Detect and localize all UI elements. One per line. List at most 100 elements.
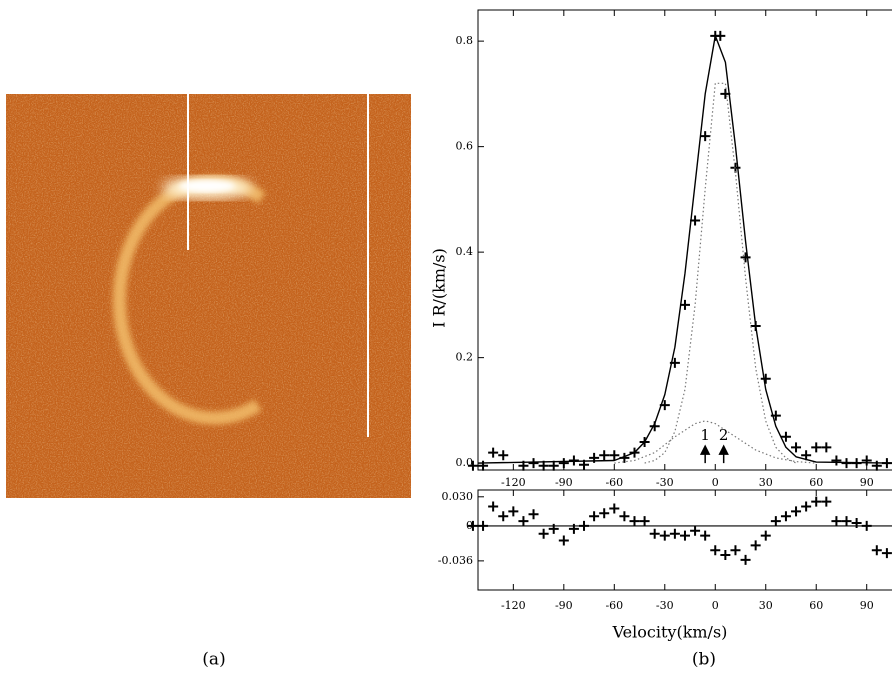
x-tick-label: 90: [860, 476, 874, 489]
data-point: [579, 520, 590, 531]
data-point: [791, 506, 802, 517]
y-axis-label: I R/(km/s): [430, 248, 449, 328]
y-tick-label: 0.0: [456, 456, 474, 469]
y-tick-label: 0.4: [456, 245, 474, 258]
annotation-label: 2: [719, 426, 729, 444]
data-point: [528, 509, 539, 520]
data-point: [609, 450, 620, 461]
data-point: [730, 545, 741, 556]
plot-frame: [477, 9, 892, 471]
data-point: [488, 447, 499, 458]
y-tick-label: 0.8: [456, 34, 474, 47]
data-point: [528, 458, 539, 469]
data-point: [548, 460, 559, 471]
x-tick-label: 0: [712, 476, 719, 489]
data-point: [568, 455, 579, 466]
data-point: [649, 528, 660, 539]
data-point: [831, 455, 842, 466]
data-point: [760, 530, 771, 541]
data-point: [508, 506, 519, 517]
data-point: [700, 530, 711, 541]
data-point: [518, 516, 529, 527]
fit-curve: [477, 35, 892, 464]
data-point: [861, 520, 872, 531]
data-point: [871, 545, 882, 556]
data-point: [599, 508, 610, 519]
arrow: [718, 444, 729, 464]
annotation-label: 1: [700, 426, 710, 444]
data-point: [770, 516, 781, 527]
y-tick-label: 0.6: [456, 140, 474, 153]
data-point: [568, 523, 579, 534]
data-point: [467, 460, 478, 471]
x-tick-label: -120: [501, 599, 526, 612]
data-point: [811, 496, 822, 507]
x-tick-label: -90: [555, 599, 573, 612]
caption: (a): [202, 650, 225, 670]
x-tick-label: -60: [605, 476, 623, 489]
data-point: [715, 30, 726, 41]
x-tick-label: -60: [605, 599, 623, 612]
data-point: [801, 450, 812, 461]
data-point: [841, 516, 852, 527]
data-point: [861, 455, 872, 466]
data-point: [881, 548, 892, 559]
data-point: [639, 516, 650, 527]
y-tick-label: 0.2: [456, 351, 474, 364]
data-point: [690, 215, 701, 226]
data-point: [791, 442, 802, 453]
data-point: [851, 518, 862, 529]
x-axis-label: Velocity(km/s): [612, 623, 728, 642]
data-point: [760, 373, 771, 384]
data-point: [548, 523, 559, 534]
x-tick-label: 0: [712, 599, 719, 612]
data-point: [811, 442, 822, 453]
data-point: [589, 511, 600, 522]
data-point: [821, 442, 832, 453]
data-point: [488, 501, 499, 512]
plot-frame: [477, 489, 892, 591]
data-point: [629, 516, 640, 527]
y-tick-label: 0.030: [442, 490, 474, 503]
ring-image: [6, 94, 411, 498]
data-point: [467, 520, 478, 531]
data-point: [498, 511, 509, 522]
data-point: [740, 252, 751, 263]
data-point: [720, 550, 731, 561]
data-point: [710, 545, 721, 556]
data-point: [609, 503, 620, 514]
data-point: [538, 528, 549, 539]
data-point: [740, 554, 751, 565]
x-tick-label: -120: [501, 476, 526, 489]
data-point: [558, 458, 569, 469]
data-point: [750, 540, 761, 551]
x-tick-label: 60: [809, 599, 823, 612]
x-tick-label: 30: [759, 599, 773, 612]
data-point: [669, 528, 680, 539]
data-point: [599, 450, 610, 461]
component-curve: [644, 82, 797, 464]
data-point: [831, 516, 842, 527]
data-point: [619, 511, 630, 522]
data-point: [679, 530, 690, 541]
data-point: [498, 450, 509, 461]
x-tick-label: 30: [759, 476, 773, 489]
data-point: [679, 299, 690, 310]
x-tick-label: -90: [555, 476, 573, 489]
data-point: [780, 511, 791, 522]
arrow: [699, 444, 711, 464]
y-tick-label: -0.036: [438, 554, 473, 567]
data-point: [558, 535, 569, 546]
x-tick-label: 60: [809, 476, 823, 489]
data-point: [478, 520, 489, 531]
data-point: [659, 530, 670, 541]
data-point: [780, 431, 791, 442]
data-point: [821, 496, 832, 507]
caption: (b): [692, 650, 716, 670]
data-point: [801, 501, 812, 512]
data-point: [690, 525, 701, 536]
x-tick-label: -30: [656, 599, 674, 612]
x-tick-label: 90: [860, 599, 874, 612]
data-point: [700, 131, 711, 142]
